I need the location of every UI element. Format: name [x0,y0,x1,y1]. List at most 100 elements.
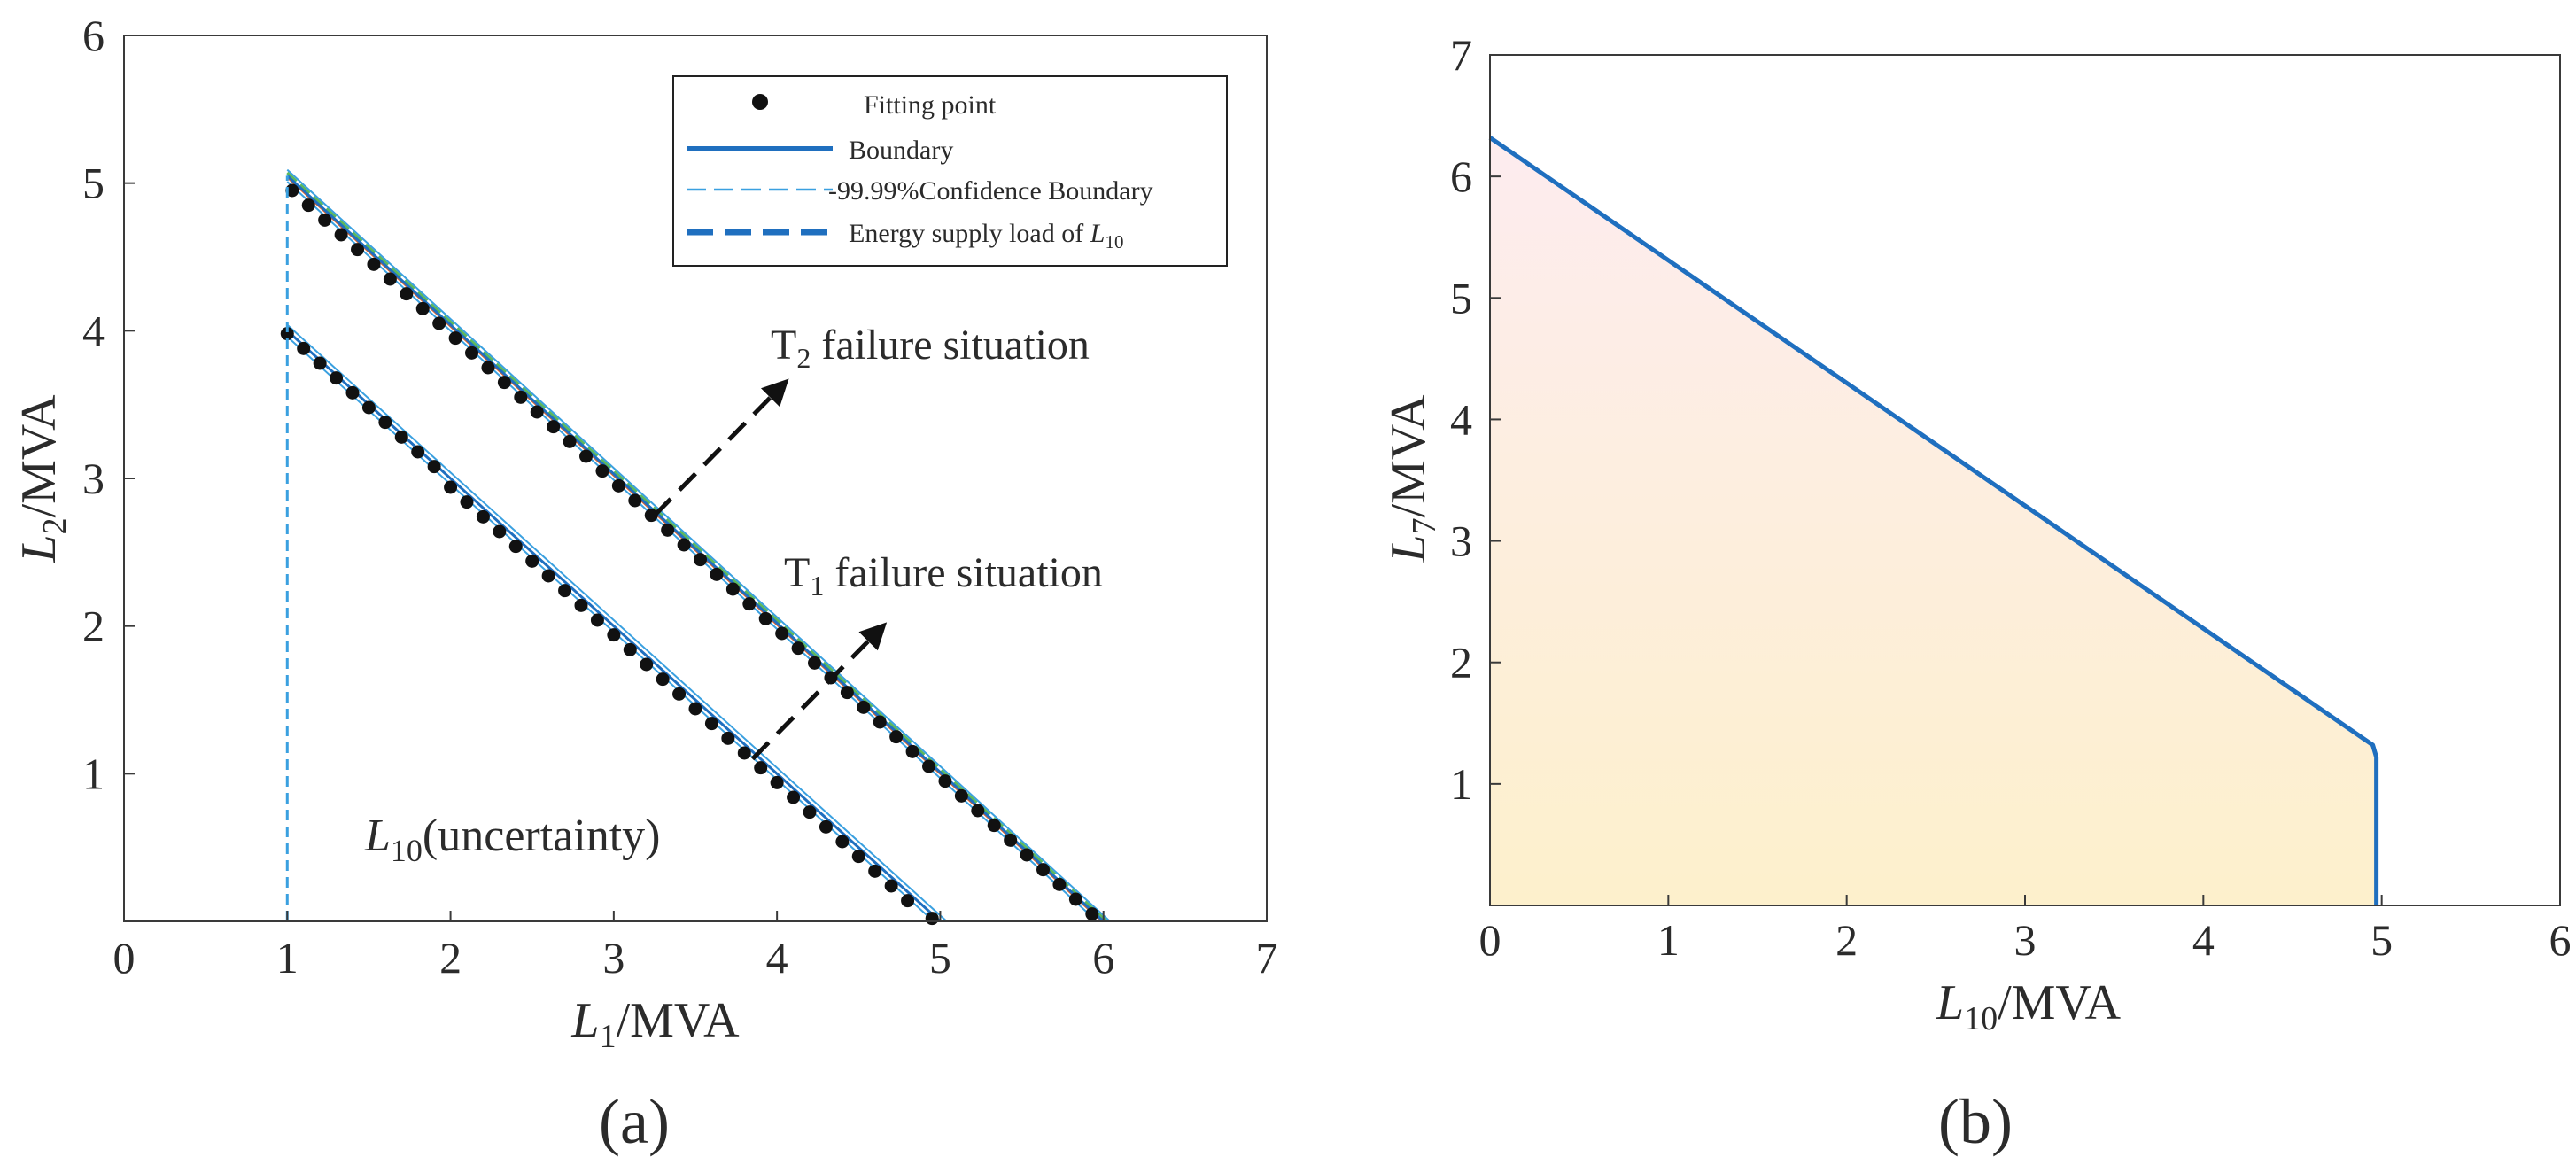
x-tick-label: 0 [113,933,136,982]
fitting-point-t2 [775,626,789,641]
fitting-point-t1 [411,445,425,459]
fitting-point-t2 [285,183,299,198]
fitting-point-t1 [541,569,555,583]
fitting-point-t2 [530,405,544,419]
fitting-point-t2 [497,376,511,390]
fitting-point-t1 [737,746,751,760]
fitting-point-t2 [857,700,871,714]
boundary-line-b [1488,136,2379,905]
fitting-point-t1 [508,540,523,554]
fitting-point-t1 [754,761,768,775]
y-tick-label: 6 [82,11,105,60]
fitting-point-t1 [640,657,654,672]
fitting-point-t1 [884,879,898,893]
fitting-point-t1 [313,356,327,370]
x-tick-label: 6 [1092,933,1114,982]
y-tick-label: 1 [82,749,105,798]
fitting-point-t2 [808,656,822,670]
confidence-boundary-upper-t2 [286,168,1111,922]
fitting-point-t1 [770,775,784,789]
panel-a-ylabel: L2/MVA [12,394,74,563]
fitting-point-t1 [460,495,474,509]
fitting-point-t2 [1036,863,1051,877]
fitting-point-t2 [1085,907,1099,921]
fitting-point-t1 [493,524,507,539]
x-tick-label: 7 [1256,933,1278,982]
fitting-point-t1 [819,819,833,834]
fitting-point-t1 [280,327,294,341]
panel-b-ylabel: L7/MVA [1381,394,1443,563]
fitting-point-t2 [938,774,952,788]
y-tick-label: 3 [82,454,105,503]
fitting-point-t1 [590,613,604,627]
feasible-region-fill [1490,137,2377,905]
legend-marker-fitting-point [752,94,768,110]
panel-b-plot-area [1488,136,2379,905]
fitting-point-t2 [481,361,495,375]
fitting-point-t1 [444,480,458,494]
fitting-point-t1 [803,805,817,819]
fitting-point-t2 [611,478,625,493]
panel-b-xlabel: L10/MVA [1936,975,2122,1037]
fit-curve-green-t2 [286,171,1108,923]
fitting-point-t2 [905,744,919,758]
fitting-point-t1 [607,628,621,642]
x-tick-label: 1 [276,933,299,982]
fitting-point-t2 [383,272,397,286]
x-tick-label: 3 [2014,915,2037,965]
x-tick-label: 5 [929,933,951,982]
arrow-t1-failure [750,622,888,761]
fitting-point-t1 [623,642,637,656]
panel-a-plot-area [280,168,1111,926]
fitting-point-t1 [672,687,687,701]
fitting-point-t2 [954,788,968,803]
x-tick-label: 4 [766,933,788,982]
x-tick-label: 6 [2549,915,2572,965]
fitting-point-t2 [725,582,740,596]
panel-a-ticks: 0 1 2 3 4 5 6 7 1 2 3 4 5 6 [82,11,1278,982]
boundary-line-t1 [286,330,942,923]
fitting-point-t2 [987,819,1001,833]
fitting-point-t2 [367,257,381,271]
fitting-point-t2 [415,301,430,315]
panel-a-xlabel: L1/MVA [570,993,740,1055]
fitting-point-t2 [432,316,446,330]
fitting-point-t2 [873,715,887,729]
y-tick-label: 4 [82,306,105,355]
fitting-point-t1 [851,850,865,864]
fitting-point-t2 [465,346,479,360]
y-tick-label: 4 [1450,394,1472,444]
y-tick-label: 2 [82,602,105,651]
fitting-point-t1 [330,371,344,385]
fitting-point-t2 [661,523,675,537]
y-tick-label: 5 [1450,273,1472,322]
y-tick-label: 2 [1450,638,1472,687]
legend-label-boundary: Boundary [849,136,953,165]
panel-b: 0 1 2 3 4 5 6 1 2 3 4 5 6 7 L10/MVA L7/MVA (b) [1381,30,2572,1157]
fitting-point-t2 [448,331,462,346]
arrow-t2-failure [653,378,789,517]
y-tick-label: 1 [1450,759,1472,809]
fitting-point-t2 [742,597,757,611]
fitting-point-t1 [558,584,572,598]
fitting-point-t1 [925,912,939,926]
annotation-t1-failure: T1 failure situation [784,549,1103,602]
fitting-point-t1 [476,509,490,524]
fitting-point-t1 [394,430,408,444]
legend-label-confidence: -99.99%Confidence Boundary [828,176,1153,206]
fitting-point-t1 [525,554,539,568]
fitting-point-t2 [840,686,854,700]
fitting-point-t1 [868,864,882,878]
panel-b-ticks: 0 1 2 3 4 5 6 1 2 3 4 5 6 7 [1450,30,2572,965]
fitting-point-t2 [547,420,561,434]
fitting-point-t2 [971,804,985,818]
fitting-point-t2 [889,730,904,744]
panel-b-caption: (b) [1938,1086,2013,1157]
y-tick-label: 7 [1450,30,1472,80]
y-tick-label: 3 [1450,516,1472,566]
x-tick-label: 2 [439,933,462,982]
fitting-point-t2 [563,434,577,448]
legend-label-energy-supply: Energy supply load of L10 [849,219,1123,252]
fitting-point-t2 [677,538,691,552]
